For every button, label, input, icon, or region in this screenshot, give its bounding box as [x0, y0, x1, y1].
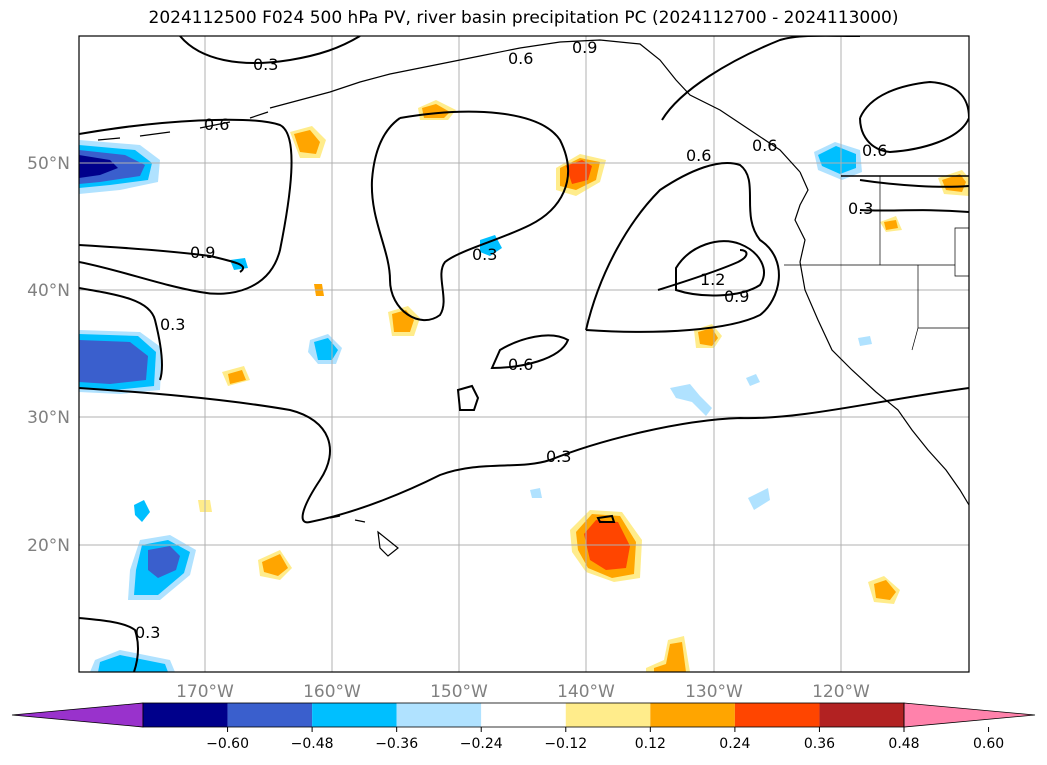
colorbar-segment	[481, 703, 566, 727]
pv-contour	[179, 36, 361, 64]
pos-anomaly-patch	[874, 580, 896, 600]
lat-label: 30°N	[27, 408, 70, 428]
lon-label: 150°W	[430, 682, 488, 702]
graticule	[79, 36, 969, 672]
map-frame	[78, 35, 970, 673]
lat-label: 50°N	[27, 154, 70, 174]
contour-label: 0.6	[508, 355, 533, 374]
map-title: 2024112500 F024 500 hPa PV, river basin …	[148, 8, 899, 28]
pv-contour	[661, 36, 860, 121]
alaska-coast	[269, 39, 801, 173]
colorbar-tick-label: −0.24	[460, 736, 503, 752]
colorbar-tick-label: 0.60	[973, 736, 1004, 752]
colorbar-frame	[142, 702, 905, 728]
colorbar-extend-left	[11, 702, 144, 728]
contour-label: 0.6	[686, 146, 711, 165]
contour-label: 0.6	[204, 115, 229, 134]
neg-anomaly-patch	[79, 155, 118, 178]
latitude-labels: 50°N 40°N 30°N 20°N	[27, 154, 70, 556]
canada-coast	[794, 171, 809, 263]
pos-anomaly-patch	[228, 370, 246, 384]
pos-anomaly-patch	[654, 642, 686, 672]
neg-anomaly-patch	[858, 336, 872, 346]
neg-anomaly-patch	[670, 384, 712, 416]
colorbar-extend-right	[903, 702, 1036, 728]
contour-label: 0.6	[752, 136, 777, 155]
colorbar-segment	[819, 703, 904, 727]
lat-label: 40°N	[27, 281, 70, 301]
contour-labels: 0.3 0.9 0.6 0.6 0.6 0.6 0.9 0.3 0.3 1.2 …	[135, 38, 887, 642]
lon-label: 130°W	[685, 682, 743, 702]
longitude-labels: 170°W 160°W 150°W 140°W 130°W 120°W	[176, 682, 870, 702]
pv-contour	[79, 617, 139, 672]
lon-label: 160°W	[303, 682, 361, 702]
contour-label: 0.3	[160, 315, 185, 334]
colorbar-segment	[734, 703, 820, 727]
pos-anomaly-patch	[262, 554, 288, 576]
contour-label: 1.2	[700, 270, 725, 289]
contour-label: 0.3	[848, 199, 873, 218]
contour-label: 0.3	[135, 623, 160, 642]
colorbar-tick-label: −0.36	[375, 736, 418, 752]
contour-label: 0.9	[190, 243, 215, 262]
colorbar-tick-label: −0.12	[544, 736, 587, 752]
colorbar-segment	[312, 703, 397, 727]
lon-label: 140°W	[557, 682, 615, 702]
colorbar-segment	[396, 703, 482, 727]
hawaii-islands	[329, 515, 399, 557]
neg-anomaly-patch	[818, 146, 856, 174]
colorbar-tick-label: 0.24	[719, 736, 750, 752]
colorbar-segment	[227, 703, 313, 727]
pv-contour	[596, 514, 616, 523]
precip-shading	[79, 100, 969, 672]
colorbar-tick-label: 0.48	[888, 736, 919, 752]
colorbar-segment	[143, 703, 228, 727]
contour-label: 0.3	[546, 447, 571, 466]
aleutian-islands	[97, 111, 269, 141]
pv-contour	[79, 244, 245, 273]
pv-contour	[657, 249, 748, 291]
contour-label: 0.6	[508, 49, 533, 68]
contour-label: 0.3	[472, 245, 497, 264]
contour-label: 0.9	[724, 287, 749, 306]
pv-contours	[79, 36, 969, 672]
neg-anomaly-patch	[79, 340, 148, 384]
lon-label: 120°W	[812, 682, 870, 702]
colorbar-segment	[650, 703, 735, 727]
neg-anomaly-patch	[134, 500, 150, 522]
contour-label: 0.3	[253, 55, 278, 74]
pv-contour	[79, 387, 969, 524]
pos-anomaly-patch	[884, 220, 898, 230]
pv-contour	[370, 110, 570, 321]
lat-label: 20°N	[27, 536, 70, 556]
colorbar: −0.60 −0.48 −0.36 −0.24 −0.12 0.12 0.24 0.36 0.4…	[11, 702, 1036, 752]
colorbar-tick-label: −0.60	[206, 736, 249, 752]
state-borders	[784, 176, 969, 351]
colorbar-tick-label: −0.48	[291, 736, 334, 752]
pv-contour	[859, 179, 969, 188]
neg-anomaly-patch	[530, 488, 542, 498]
us-west-coast	[799, 261, 969, 506]
neg-anomaly-patch	[748, 488, 770, 510]
pv-contour	[456, 384, 480, 411]
pos-anomaly-patch	[294, 130, 320, 154]
colorbar-tick-label: 0.12	[635, 736, 666, 752]
neg-anomaly-patch	[98, 655, 168, 672]
colorbar-tick-label: 0.36	[804, 736, 835, 752]
neg-anomaly-patch	[480, 235, 502, 256]
lon-label: 170°W	[176, 682, 234, 702]
contour-label: 0.6	[862, 141, 887, 160]
pos-anomaly-patch	[698, 328, 718, 346]
pv-contour	[585, 161, 780, 333]
neg-anomaly-patch	[746, 374, 760, 386]
contour-label: 0.9	[572, 38, 597, 57]
neg-anomaly-patch	[148, 546, 180, 578]
pv-contour	[79, 118, 293, 295]
pv-contour	[859, 209, 969, 213]
pv-contour	[675, 240, 765, 297]
colorbar-segment	[565, 703, 651, 727]
pv-contour	[490, 334, 570, 370]
pv-contour	[79, 287, 164, 381]
